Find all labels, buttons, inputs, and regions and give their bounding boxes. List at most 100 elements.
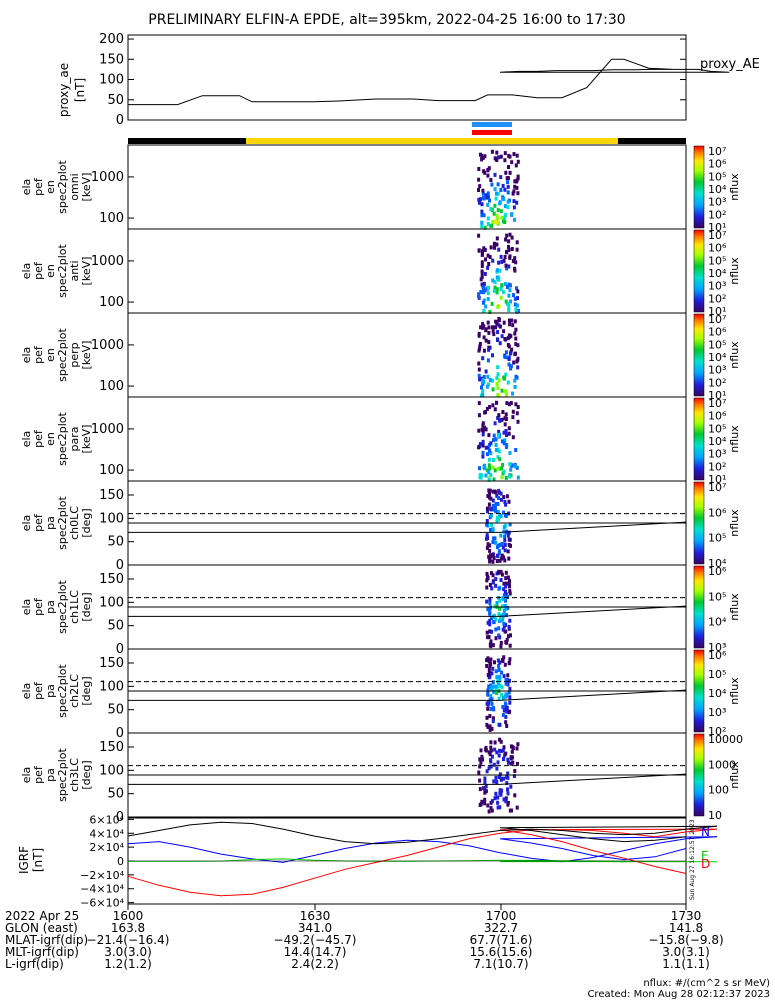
flux-cell <box>507 244 510 249</box>
flux-cell <box>478 764 482 769</box>
flux-cell <box>483 425 487 430</box>
flux-cell <box>477 177 481 182</box>
flux-cell <box>488 629 492 634</box>
flux-cell <box>515 247 519 252</box>
flux-cell <box>492 536 496 541</box>
pa-tick-label: 150 <box>99 488 124 503</box>
flux-cell <box>492 762 496 767</box>
spectra-tick-label: 100 <box>99 211 124 226</box>
flux-cell <box>499 533 503 538</box>
flux-cell <box>516 419 520 424</box>
flux-cell <box>492 779 496 784</box>
flux-cell <box>497 696 501 701</box>
flux-cell <box>498 805 502 810</box>
flux-cell <box>511 191 515 196</box>
flux-cell <box>485 769 489 774</box>
flux-cell <box>504 799 508 804</box>
flux-cell <box>484 789 488 794</box>
flux-cell <box>484 784 488 789</box>
flux-cell <box>492 684 496 689</box>
flux-cell <box>492 620 496 625</box>
colorbar-tick-label: 10² <box>708 208 726 221</box>
flux-cell <box>513 184 517 189</box>
flux-cell <box>506 771 510 776</box>
flux-cell <box>508 686 512 691</box>
colorbars: 10⁷10⁶10⁵10⁴10³10²10¹nflux10⁷10⁶10⁵10⁴10… <box>693 145 743 822</box>
flux-cell <box>491 719 495 724</box>
pa-ylabel: pef <box>32 513 45 532</box>
flux-cell <box>504 692 508 697</box>
flux-cell <box>493 187 497 192</box>
colorbar-tick-label: 10⁴ <box>708 616 727 629</box>
flux-cell <box>496 365 500 370</box>
flux-cell <box>489 694 493 699</box>
colorbar-tick-label: 10⁷ <box>708 481 726 494</box>
flux-cell <box>512 774 516 779</box>
flux-cell <box>493 660 496 665</box>
flux-cell <box>487 285 490 290</box>
flux-cell <box>477 770 481 775</box>
flux-cell <box>493 407 497 412</box>
flux-cell <box>487 671 491 676</box>
colorbar-tick-label: 10² <box>708 460 726 473</box>
flux-cell <box>482 298 486 303</box>
flux-cell <box>485 630 489 635</box>
flux-cell <box>484 745 488 750</box>
flux-cell <box>516 358 520 362</box>
flux-cell <box>488 310 492 314</box>
flux-cell <box>510 212 514 217</box>
flux-cell <box>491 353 494 358</box>
flux-cell <box>512 152 516 157</box>
igrf-legend-D: D <box>701 857 710 871</box>
flux-cell <box>489 644 493 649</box>
flux-cell <box>507 247 511 252</box>
pa-ylabel: [deg] <box>80 760 93 789</box>
flux-cell <box>507 302 511 307</box>
flux-cell <box>495 150 499 155</box>
flux-cell <box>513 378 517 383</box>
flux-cell <box>498 737 502 742</box>
flux-cell <box>507 293 511 298</box>
flux-cell <box>488 448 491 453</box>
flux-cell <box>488 255 492 260</box>
flux-cell <box>489 806 493 811</box>
flux-cell <box>499 776 503 781</box>
flux-cell <box>487 345 491 350</box>
flux-cell <box>496 684 500 689</box>
flux-cell <box>478 757 482 762</box>
flux-cell <box>509 299 512 304</box>
flux-cell <box>485 545 489 550</box>
flux-cell <box>486 265 490 270</box>
spectra-panel-2: 1000 100 ela pef en spec2plot anti [keV] <box>20 228 687 314</box>
flux-cell <box>477 428 481 433</box>
flux-cell <box>495 553 499 558</box>
flux-cell <box>477 348 481 353</box>
flux-cell <box>496 191 500 196</box>
flux-cell <box>479 376 483 381</box>
flux-cell <box>504 389 507 394</box>
flux-cell <box>478 200 481 205</box>
flux-cell <box>492 332 496 337</box>
flux-cell <box>486 168 490 173</box>
ae-ylabel-unit: [nT] <box>73 78 87 102</box>
flux-cell <box>491 403 495 408</box>
spectra-tick-label: 1000 <box>91 422 124 437</box>
flux-cell <box>516 365 520 370</box>
ae-tick-label: 200 <box>99 32 124 47</box>
flux-cell <box>514 342 518 347</box>
flux-cell <box>477 188 480 192</box>
flux-cell <box>491 643 495 648</box>
spectra-ylabel: spec2plot <box>56 328 69 382</box>
colorbar-tick-label: 10⁴ <box>708 435 727 448</box>
flux-cell <box>485 664 489 668</box>
flux-cell <box>481 389 485 394</box>
flux-cell <box>507 499 511 504</box>
flux-cell <box>486 445 490 450</box>
flux-cell <box>506 199 510 204</box>
flux-cell <box>504 429 508 433</box>
flux-cell <box>489 639 493 644</box>
flux-cell <box>505 401 509 406</box>
spectra-panel-1: 1000 100 ela pef en spec2plot omni [keV] <box>20 144 687 230</box>
flux-cell <box>507 282 511 287</box>
pa-ylabel: spec2plot <box>56 748 69 802</box>
